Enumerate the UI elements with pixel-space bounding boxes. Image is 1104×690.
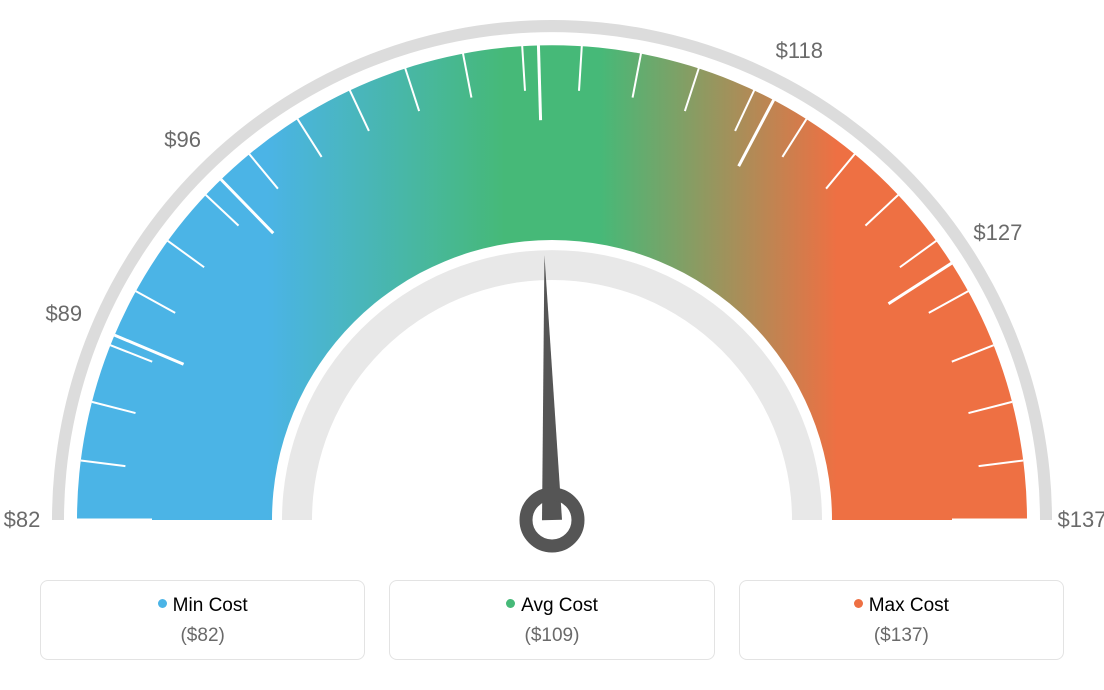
scale-label: $82 (4, 507, 41, 533)
legend-label-text: Max Cost (869, 595, 949, 616)
legend-label-text: Min Cost (173, 595, 248, 616)
legend-min: Min Cost ($82) (40, 580, 365, 660)
legend-min-label: Min Cost (51, 595, 354, 617)
scale-label: $127 (973, 220, 1022, 246)
dot-icon (158, 599, 167, 608)
gauge: $82 $89 $96 $109 $118 $127 $137 (0, 0, 1104, 560)
dot-icon (854, 599, 863, 608)
cost-gauge-widget: $82 $89 $96 $109 $118 $127 $137 Min Cost ($82)… (0, 0, 1104, 690)
legend-max: Max Cost ($137) (739, 580, 1064, 660)
scale-label: $96 (164, 127, 201, 153)
scale-label: $137 (1058, 507, 1104, 533)
legend-min-value: ($82) (51, 625, 354, 647)
legend-label-text: Avg Cost (521, 595, 598, 616)
scale-label: $109 (512, 0, 561, 3)
legend-max-value: ($137) (750, 625, 1053, 647)
dot-icon (506, 599, 515, 608)
legend-max-label: Max Cost (750, 595, 1053, 617)
scale-label: $89 (45, 301, 82, 327)
legend-row: Min Cost ($82) Avg Cost ($109) Max Cost … (40, 580, 1064, 660)
scale-label: $118 (776, 38, 823, 64)
legend-avg-value: ($109) (400, 625, 703, 647)
legend-avg-label: Avg Cost (400, 595, 703, 617)
legend-avg: Avg Cost ($109) (389, 580, 714, 660)
